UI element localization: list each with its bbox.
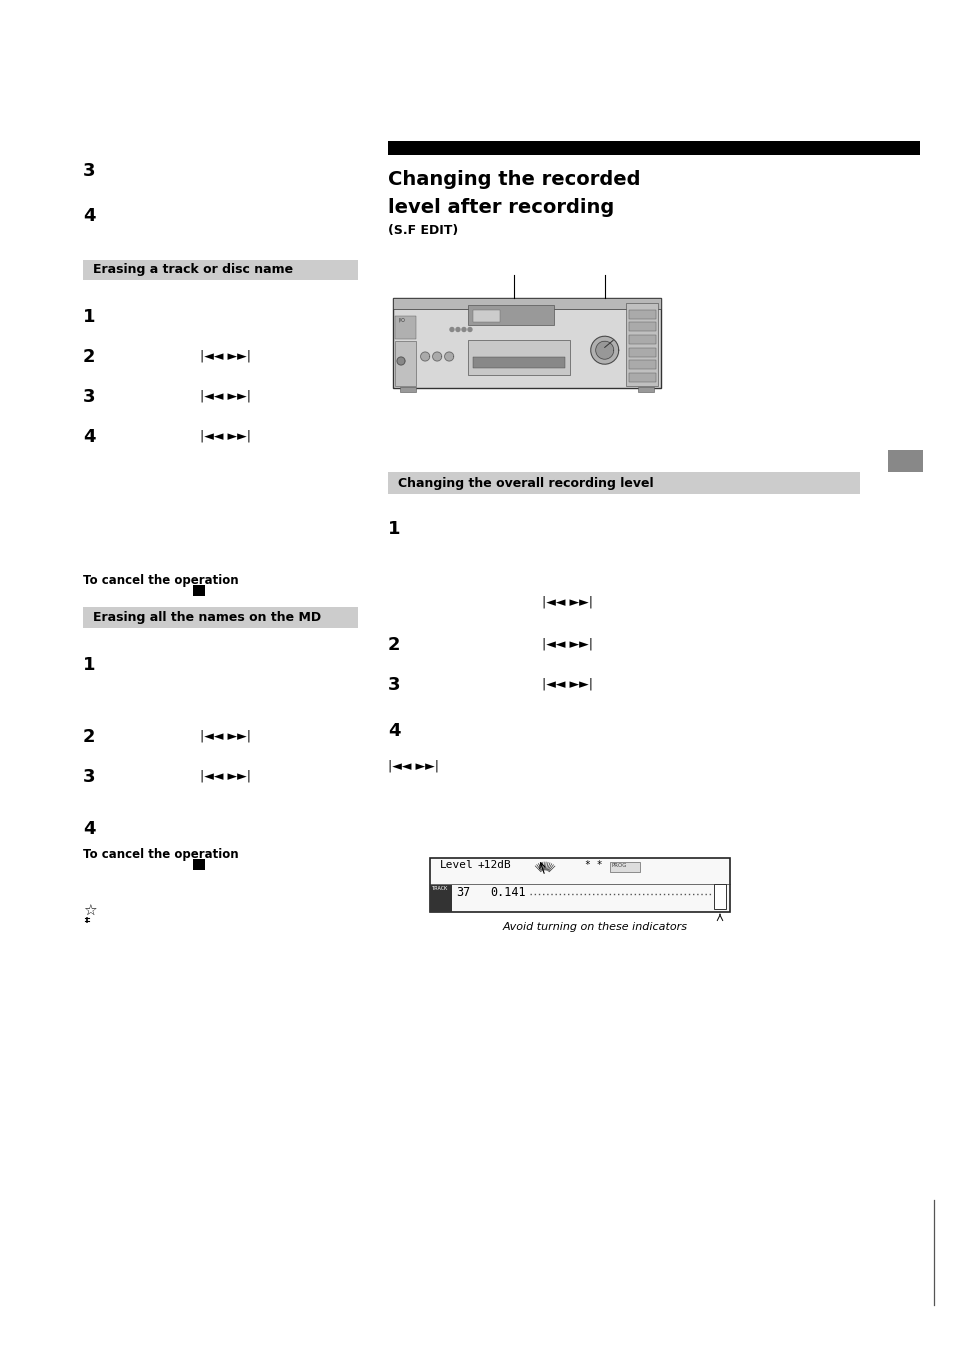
Bar xyxy=(83,607,357,628)
Bar xyxy=(393,299,660,309)
Text: 2: 2 xyxy=(83,728,95,746)
Text: 2: 2 xyxy=(83,349,95,366)
Text: I/O: I/O xyxy=(398,317,405,323)
Polygon shape xyxy=(590,336,618,365)
Text: |◄◄ ►►|: |◄◄ ►►| xyxy=(541,638,593,651)
Bar xyxy=(628,323,655,331)
Bar xyxy=(388,471,859,494)
Bar xyxy=(628,347,655,357)
Bar xyxy=(395,316,416,339)
Bar xyxy=(628,373,655,382)
Polygon shape xyxy=(468,327,472,331)
Text: * *: * * xyxy=(584,861,602,870)
Text: 2: 2 xyxy=(388,636,400,654)
Bar xyxy=(625,303,658,386)
Bar xyxy=(395,340,416,386)
Text: |◄◄ ►►|: |◄◄ ►►| xyxy=(541,596,593,609)
Text: |◄◄ ►►|: |◄◄ ►►| xyxy=(200,770,251,784)
Text: |◄◄ ►►|: |◄◄ ►►| xyxy=(541,678,593,690)
Bar xyxy=(473,309,499,323)
Text: 3: 3 xyxy=(388,676,400,694)
Bar xyxy=(468,305,554,326)
Text: Level: Level xyxy=(439,861,474,870)
Bar xyxy=(388,141,919,155)
Text: |◄◄ ►►|: |◄◄ ►►| xyxy=(200,390,251,403)
Bar xyxy=(193,859,205,870)
Bar xyxy=(713,884,725,909)
Polygon shape xyxy=(396,357,405,365)
Text: +12dB: +12dB xyxy=(477,861,511,870)
Text: To cancel the operation: To cancel the operation xyxy=(83,574,238,586)
Text: |◄◄ ►►|: |◄◄ ►►| xyxy=(200,730,251,743)
Text: Avoid turning on these indicators: Avoid turning on these indicators xyxy=(502,921,687,932)
Polygon shape xyxy=(450,327,454,331)
Text: |◄◄ ►►|: |◄◄ ►►| xyxy=(388,761,438,773)
Text: 0.141: 0.141 xyxy=(490,886,525,898)
Text: level after recording: level after recording xyxy=(388,199,614,218)
Text: (S.F EDIT): (S.F EDIT) xyxy=(388,224,457,236)
Text: Erasing a track or disc name: Erasing a track or disc name xyxy=(92,263,293,276)
Text: PROG: PROG xyxy=(612,863,627,867)
Text: ☆: ☆ xyxy=(83,904,96,919)
Polygon shape xyxy=(433,353,441,361)
Text: 3: 3 xyxy=(83,767,95,786)
Polygon shape xyxy=(595,342,613,359)
Bar xyxy=(430,885,452,912)
Text: |◄◄ ►►|: |◄◄ ►►| xyxy=(200,350,251,363)
Bar xyxy=(887,450,923,471)
Text: TRACK: TRACK xyxy=(432,886,448,892)
Bar xyxy=(430,858,729,912)
Polygon shape xyxy=(444,353,454,361)
Text: To cancel the operation: To cancel the operation xyxy=(83,848,238,861)
Polygon shape xyxy=(461,327,465,331)
Text: 3: 3 xyxy=(83,162,95,180)
Text: 1: 1 xyxy=(388,520,400,538)
Bar xyxy=(393,299,660,388)
Text: 4: 4 xyxy=(83,207,95,226)
Polygon shape xyxy=(456,327,459,331)
Text: Changing the recorded: Changing the recorded xyxy=(388,170,639,189)
Text: 37: 37 xyxy=(456,886,470,898)
Bar xyxy=(628,309,655,319)
Text: 1: 1 xyxy=(83,308,95,326)
Bar xyxy=(399,386,416,392)
Text: 4: 4 xyxy=(83,428,95,446)
Text: 1: 1 xyxy=(83,657,95,674)
Bar xyxy=(473,358,564,369)
Bar xyxy=(468,340,569,374)
Text: Changing the overall recording level: Changing the overall recording level xyxy=(397,477,653,490)
Bar xyxy=(638,386,654,392)
Text: |◄◄ ►►|: |◄◄ ►►| xyxy=(200,430,251,443)
Bar xyxy=(83,259,357,280)
Bar xyxy=(609,862,639,871)
Bar xyxy=(628,335,655,345)
Text: 3: 3 xyxy=(83,388,95,407)
Text: 4: 4 xyxy=(83,820,95,838)
Bar xyxy=(193,585,205,596)
Text: 4: 4 xyxy=(388,721,400,740)
Bar xyxy=(628,361,655,369)
Text: Erasing all the names on the MD: Erasing all the names on the MD xyxy=(92,611,321,624)
Polygon shape xyxy=(420,353,429,361)
